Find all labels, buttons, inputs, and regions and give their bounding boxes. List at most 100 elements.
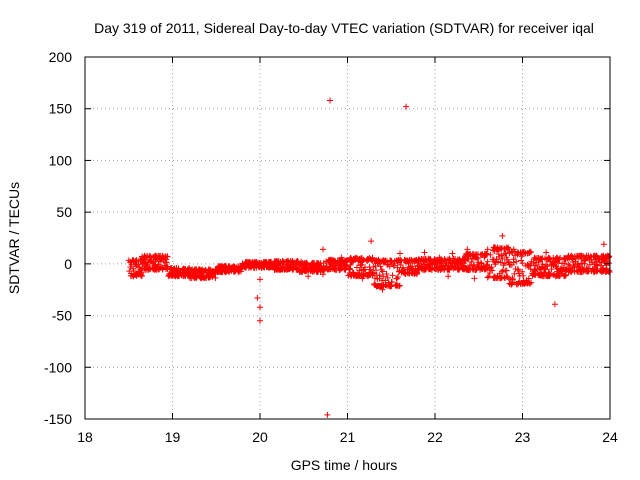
data-point (484, 258, 491, 265)
data-point (506, 250, 513, 257)
data-point (484, 246, 491, 253)
data-point (498, 268, 505, 275)
data-point (380, 273, 387, 280)
data-point (526, 262, 533, 269)
data-point (536, 271, 543, 278)
data-point (398, 269, 405, 276)
data-point (283, 258, 290, 265)
data-point (285, 257, 292, 264)
y-tick-label: 50 (56, 204, 72, 220)
data-point (519, 268, 526, 275)
data-point (191, 275, 198, 282)
data-point (222, 263, 229, 270)
data-point (401, 270, 408, 277)
data-point (309, 260, 316, 267)
data-point (369, 254, 376, 261)
data-point (569, 259, 576, 266)
data-point (127, 272, 134, 279)
data-point (373, 267, 380, 274)
data-point (168, 271, 175, 278)
data-point (191, 266, 198, 273)
data-point (408, 257, 415, 264)
data-point (167, 272, 174, 279)
axis-ticks: 18 19 20 21 22 23 24 -150 -100 -50 0 50 100 150 200 (44, 49, 618, 445)
data-point (254, 294, 261, 301)
y-tick-label: -50 (52, 308, 72, 324)
data-point (606, 260, 613, 267)
y-tick-label: -150 (44, 411, 72, 427)
data-point (303, 267, 310, 274)
data-point (421, 249, 428, 256)
data-point (484, 274, 491, 281)
x-tick-label: 24 (602, 429, 618, 445)
data-point (386, 263, 393, 270)
data-point (384, 274, 391, 281)
data-point (231, 263, 238, 270)
data-point (408, 270, 415, 277)
data-point (401, 257, 408, 264)
data-point (257, 304, 263, 311)
x-tick-label: 20 (252, 429, 268, 445)
data-point (320, 246, 326, 253)
data-point (545, 272, 552, 279)
data-point (212, 274, 219, 281)
data-point (519, 260, 526, 267)
data-point (464, 251, 471, 258)
data-point (511, 270, 518, 277)
data-point (446, 266, 453, 273)
data-point (147, 253, 154, 260)
data-point (464, 265, 471, 272)
data-point (593, 268, 600, 275)
data-point (532, 262, 539, 269)
data-point (606, 253, 613, 260)
data-point (496, 245, 503, 252)
data-point (357, 262, 364, 269)
data-point (394, 274, 401, 281)
data-point (260, 259, 267, 266)
data-point (207, 266, 214, 273)
data-point (518, 281, 525, 288)
y-tick-label: -100 (44, 359, 72, 375)
data-point (372, 282, 379, 289)
data-point (433, 265, 440, 272)
x-tick-label: 22 (427, 429, 443, 445)
data-point (266, 264, 273, 271)
data-point (396, 282, 403, 289)
data-point (163, 259, 170, 266)
data-point (285, 266, 292, 273)
data-point (411, 269, 418, 276)
data-point (389, 272, 396, 279)
data-point (578, 253, 585, 260)
data-point (175, 265, 182, 272)
data-point (509, 276, 516, 283)
data-point (491, 246, 498, 253)
data-point (415, 266, 422, 273)
data-point (175, 272, 182, 279)
data-point (338, 254, 345, 261)
data-point (426, 256, 433, 263)
y-axis-label: SDTVAR / TECUs (6, 182, 22, 294)
data-point (348, 272, 355, 279)
data-point (459, 256, 466, 263)
data-point (503, 267, 510, 274)
data-point (223, 267, 230, 274)
data-point (320, 271, 326, 278)
data-point (265, 260, 272, 267)
data-point (548, 266, 555, 273)
data-point (606, 267, 613, 274)
data-point (518, 249, 525, 256)
data-point (593, 252, 600, 259)
data-point (327, 97, 333, 104)
data-point (499, 255, 506, 262)
data-point (418, 255, 425, 262)
data-point (394, 264, 401, 271)
data-point (273, 266, 280, 273)
data-point (454, 261, 461, 268)
data-point (338, 265, 345, 272)
data-point (575, 263, 582, 270)
data-point (495, 258, 502, 265)
data-point (445, 256, 452, 263)
y-tick-label: 100 (49, 152, 73, 168)
data-point (550, 271, 557, 278)
data-point (538, 264, 545, 271)
